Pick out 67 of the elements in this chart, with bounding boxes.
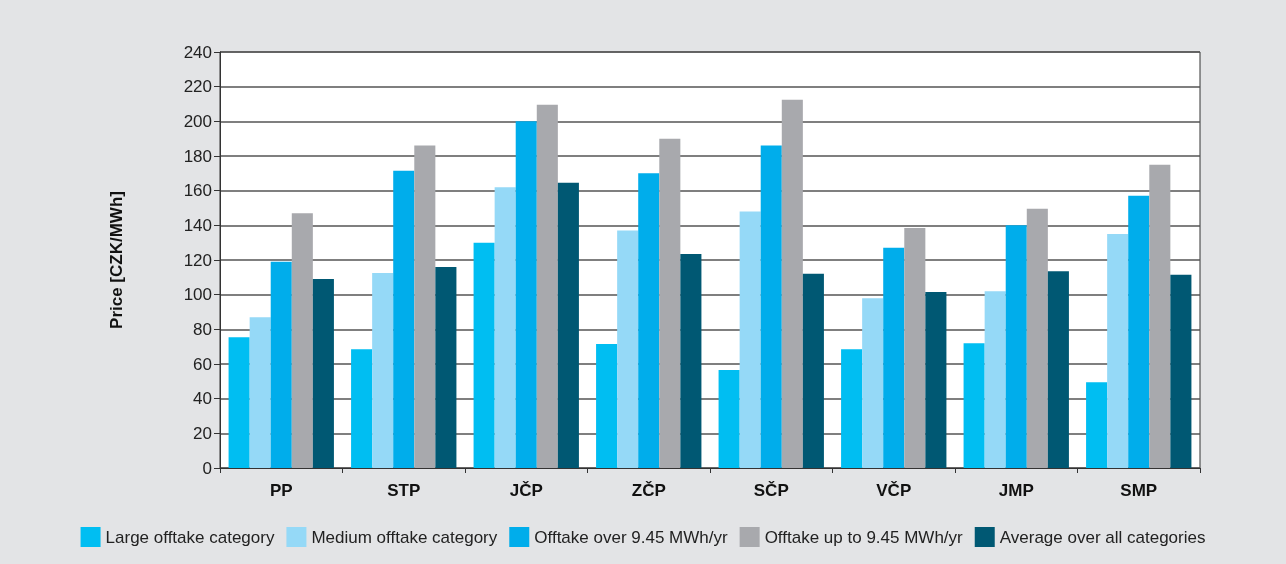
bar	[925, 292, 947, 468]
bar	[1086, 382, 1108, 468]
y-tick-label: 0	[202, 458, 212, 478]
x-tick-label: JMP	[998, 481, 1034, 500]
y-tick-label: 40	[193, 389, 212, 409]
bar	[291, 213, 313, 468]
bar	[473, 242, 495, 468]
y-axis-title: Price [CZK/MWh]	[107, 191, 126, 329]
x-tick-label: PP	[269, 481, 293, 500]
x-tick-label: STP	[387, 481, 421, 500]
bar	[1005, 225, 1027, 468]
legend-label: Offtake up to 9.45 MWh/yr	[764, 527, 964, 547]
bar	[802, 273, 824, 468]
bar	[312, 279, 334, 468]
bar	[984, 291, 1006, 468]
bar	[781, 99, 803, 468]
bar	[760, 145, 782, 468]
bar	[904, 227, 926, 468]
y-tick-label: 160	[183, 181, 212, 201]
bar	[1107, 234, 1129, 468]
x-tick-label: JČP	[509, 481, 543, 500]
bar	[718, 370, 740, 468]
legend-label: Medium offtake category	[311, 527, 498, 547]
bar	[494, 187, 516, 468]
legend-label: Offtake over 9.45 MWh/yr	[534, 527, 728, 547]
bar	[1128, 195, 1150, 468]
bar	[862, 298, 884, 468]
y-tick-label: 180	[183, 146, 212, 166]
bar	[841, 349, 863, 468]
bar	[536, 104, 558, 468]
bar	[249, 317, 271, 468]
bar	[393, 170, 415, 468]
bar	[1026, 208, 1048, 468]
y-tick-label: 220	[183, 77, 212, 97]
y-tick-label: 20	[193, 423, 212, 443]
bar	[1047, 271, 1069, 468]
y-tick-label: 140	[183, 215, 212, 235]
bar	[963, 343, 985, 468]
legend-label: Average over all categories	[999, 527, 1206, 547]
x-tick-label: VČP	[876, 481, 912, 500]
bar	[638, 173, 660, 468]
bar	[557, 182, 579, 468]
bar	[1149, 164, 1171, 468]
y-tick-label: 80	[193, 319, 212, 339]
bar	[617, 230, 639, 468]
bar	[596, 344, 618, 468]
bar	[270, 261, 292, 468]
bar	[1170, 274, 1192, 468]
y-tick-label: 200	[183, 111, 212, 131]
y-tick-label: 120	[183, 250, 212, 270]
bar	[414, 145, 436, 468]
bar	[435, 266, 457, 468]
bar	[739, 211, 761, 468]
x-tick-label: SMP	[1120, 481, 1158, 500]
bar	[883, 247, 905, 468]
y-tick-label: 100	[183, 285, 212, 305]
y-tick-label: 240	[183, 42, 212, 62]
x-tick-label: ZČP	[631, 481, 666, 500]
x-tick-label: SČP	[753, 481, 789, 500]
y-tick-label: 60	[193, 354, 212, 374]
bar	[228, 337, 250, 468]
legend-label: Large offtake category	[105, 527, 275, 547]
bar	[680, 253, 702, 468]
bar	[372, 273, 394, 468]
bar	[351, 349, 373, 468]
bar	[515, 121, 537, 468]
bar	[659, 138, 681, 468]
